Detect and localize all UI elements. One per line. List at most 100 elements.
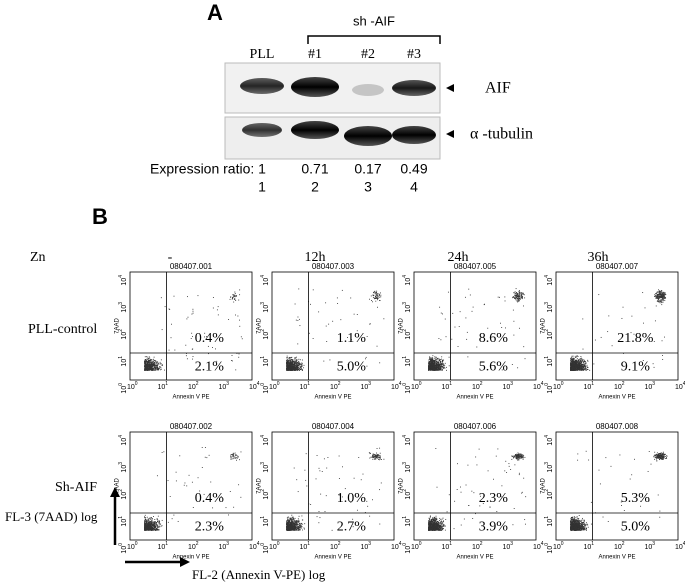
dot [445, 319, 446, 320]
plot-id: 080407.003 [312, 262, 355, 271]
tick-exponent: 1 [307, 381, 310, 387]
dot [294, 370, 295, 371]
dot [161, 363, 162, 364]
tick-exponent: 3 [368, 381, 371, 387]
scatter-dots [144, 289, 243, 370]
dot [376, 291, 377, 292]
dot [295, 368, 296, 369]
dot [198, 295, 199, 296]
dot [232, 294, 233, 295]
dot [148, 522, 149, 523]
x-tick-label: 102 [188, 541, 199, 551]
dot [152, 367, 153, 368]
dot [655, 298, 656, 299]
dot [593, 363, 594, 364]
dot [445, 363, 446, 364]
dot [580, 356, 581, 357]
dot [144, 529, 145, 530]
dot [441, 366, 442, 367]
dot [662, 359, 663, 360]
dot [218, 306, 219, 307]
dot [300, 359, 301, 360]
dot [148, 369, 149, 370]
dot [577, 363, 578, 364]
dot [147, 363, 148, 364]
dot [236, 296, 237, 297]
y-tick-label: 103 [118, 462, 128, 473]
dot [299, 325, 300, 326]
dot [296, 357, 297, 358]
dot [522, 297, 523, 298]
dot [583, 369, 584, 370]
dot [233, 302, 234, 303]
dot [149, 519, 150, 520]
dot [162, 525, 163, 526]
dot [436, 359, 437, 360]
dot [297, 343, 298, 344]
dot [661, 299, 662, 300]
dot [520, 296, 521, 297]
dot [513, 321, 514, 322]
dot [176, 480, 177, 481]
dot [570, 362, 571, 363]
dot [377, 448, 378, 449]
dot [442, 370, 443, 371]
dot [179, 455, 180, 456]
tick-base: 10 [263, 332, 270, 340]
dot [381, 483, 382, 484]
dot [577, 362, 578, 363]
dot [366, 501, 367, 502]
dot [519, 328, 520, 329]
dot [665, 293, 666, 294]
dot [156, 519, 157, 520]
tick-base: 10 [405, 359, 412, 367]
dot [584, 361, 585, 362]
dot [145, 523, 146, 524]
dot [148, 360, 149, 361]
dot [516, 300, 517, 301]
dot [174, 296, 175, 297]
dot [435, 369, 436, 370]
dot [661, 297, 662, 298]
axis-label: Annexin V PE [456, 395, 493, 401]
dot [431, 363, 432, 364]
dot [429, 369, 430, 370]
dot [371, 457, 372, 458]
dot [574, 368, 575, 369]
tick-exponent: 2 [118, 329, 124, 332]
dot [231, 454, 232, 455]
dot [500, 323, 501, 324]
tick-base: 10 [547, 386, 554, 394]
dot [354, 478, 355, 479]
tick-exponent: 0 [118, 383, 124, 386]
tick-exponent: 1 [118, 516, 124, 519]
dot [574, 364, 575, 365]
dot [517, 367, 518, 368]
dot [383, 459, 384, 460]
dot [375, 293, 376, 294]
dot [150, 364, 151, 365]
lane-number: 4 [410, 179, 418, 195]
dot [295, 363, 296, 364]
dot [429, 357, 430, 358]
dot [294, 366, 295, 367]
band-label: AIF [485, 80, 511, 97]
dot [292, 521, 293, 522]
axis-label: Annexin V PE [172, 555, 209, 561]
dot [435, 361, 436, 362]
dot [440, 339, 441, 340]
dot [237, 456, 238, 457]
dot [363, 474, 364, 475]
tick-exponent: 2 [544, 329, 550, 332]
dot [643, 323, 644, 324]
dot [151, 525, 152, 526]
dot [295, 358, 296, 359]
dot [655, 296, 656, 297]
dot [430, 367, 431, 368]
dot [661, 302, 662, 303]
tick-base: 10 [158, 384, 166, 391]
dot [154, 357, 155, 358]
percent: 5.6% [479, 359, 509, 374]
dot [476, 347, 477, 348]
dot [621, 318, 622, 319]
